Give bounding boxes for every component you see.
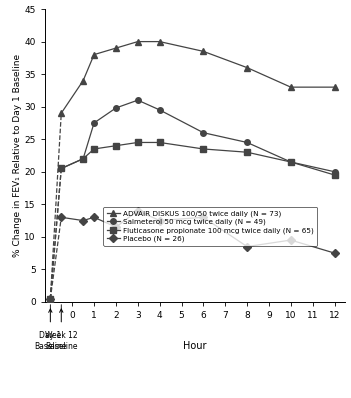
Text: Week 12
Baseline: Week 12 Baseline — [45, 331, 78, 351]
Line: Salmeterol 50 mcg twice daily (N = 49): Salmeterol 50 mcg twice daily (N = 49) — [59, 98, 337, 175]
Fluticasone propionate 100 mcg twice daily (N = 65) — [136, 140, 140, 145]
ADVAIR DISKUS 100/50 twice daily (N = 73) — [289, 85, 293, 90]
Placebo (N = 26) — [92, 215, 96, 220]
Fluticasone propionate 100 mcg twice daily (N = 65) — [59, 166, 64, 171]
ADVAIR DISKUS 100/50 twice daily (N = 73) — [114, 46, 118, 51]
Legend: ADVAIR DISKUS 100/50 twice daily (N = 73), Salmeterol 50 mcg twice daily (N = 49: ADVAIR DISKUS 100/50 twice daily (N = 73… — [103, 207, 317, 246]
Fluticasone propionate 100 mcg twice daily (N = 65) — [245, 150, 249, 154]
Line: Fluticasone propionate 100 mcg twice daily (N = 65): Fluticasone propionate 100 mcg twice dai… — [59, 140, 337, 178]
Salmeterol 50 mcg twice daily (N = 49) — [114, 105, 118, 110]
ADVAIR DISKUS 100/50 twice daily (N = 73) — [332, 85, 337, 90]
Fluticasone propionate 100 mcg twice daily (N = 65) — [114, 143, 118, 148]
ADVAIR DISKUS 100/50 twice daily (N = 73) — [81, 78, 85, 83]
Placebo (N = 26) — [245, 244, 249, 249]
Fluticasone propionate 100 mcg twice daily (N = 65) — [81, 156, 85, 161]
Line: ADVAIR DISKUS 100/50 twice daily (N = 73): ADVAIR DISKUS 100/50 twice daily (N = 73… — [59, 39, 337, 116]
Placebo (N = 26) — [332, 251, 337, 256]
Salmeterol 50 mcg twice daily (N = 49) — [289, 160, 293, 164]
Placebo (N = 26) — [289, 238, 293, 242]
Salmeterol 50 mcg twice daily (N = 49) — [158, 107, 162, 112]
Salmeterol 50 mcg twice daily (N = 49) — [136, 98, 140, 103]
Salmeterol 50 mcg twice daily (N = 49) — [201, 130, 205, 135]
Salmeterol 50 mcg twice daily (N = 49) — [245, 140, 249, 145]
Salmeterol 50 mcg twice daily (N = 49) — [332, 170, 337, 174]
Placebo (N = 26) — [136, 209, 140, 213]
Y-axis label: % Change in FEV₁ Relative to Day 1 Baseline: % Change in FEV₁ Relative to Day 1 Basel… — [13, 54, 21, 257]
Fluticasone propionate 100 mcg twice daily (N = 65) — [158, 140, 162, 145]
ADVAIR DISKUS 100/50 twice daily (N = 73) — [201, 49, 205, 54]
ADVAIR DISKUS 100/50 twice daily (N = 73) — [245, 65, 249, 70]
ADVAIR DISKUS 100/50 twice daily (N = 73) — [158, 39, 162, 44]
Fluticasone propionate 100 mcg twice daily (N = 65) — [332, 173, 337, 178]
Salmeterol 50 mcg twice daily (N = 49) — [81, 156, 85, 161]
ADVAIR DISKUS 100/50 twice daily (N = 73) — [136, 39, 140, 44]
Line: Placebo (N = 26): Placebo (N = 26) — [59, 208, 337, 256]
Text: Day 1
Baseline: Day 1 Baseline — [34, 331, 67, 351]
Fluticasone propionate 100 mcg twice daily (N = 65) — [289, 160, 293, 164]
X-axis label: Hour: Hour — [184, 341, 207, 351]
Placebo (N = 26) — [59, 215, 64, 220]
Placebo (N = 26) — [158, 218, 162, 223]
Salmeterol 50 mcg twice daily (N = 49) — [92, 121, 96, 125]
ADVAIR DISKUS 100/50 twice daily (N = 73) — [92, 52, 96, 57]
Placebo (N = 26) — [114, 225, 118, 230]
Salmeterol 50 mcg twice daily (N = 49) — [59, 166, 64, 171]
Placebo (N = 26) — [81, 218, 85, 223]
ADVAIR DISKUS 100/50 twice daily (N = 73) — [59, 111, 64, 115]
Fluticasone propionate 100 mcg twice daily (N = 65) — [92, 146, 96, 151]
Fluticasone propionate 100 mcg twice daily (N = 65) — [201, 146, 205, 151]
Placebo (N = 26) — [201, 215, 205, 220]
